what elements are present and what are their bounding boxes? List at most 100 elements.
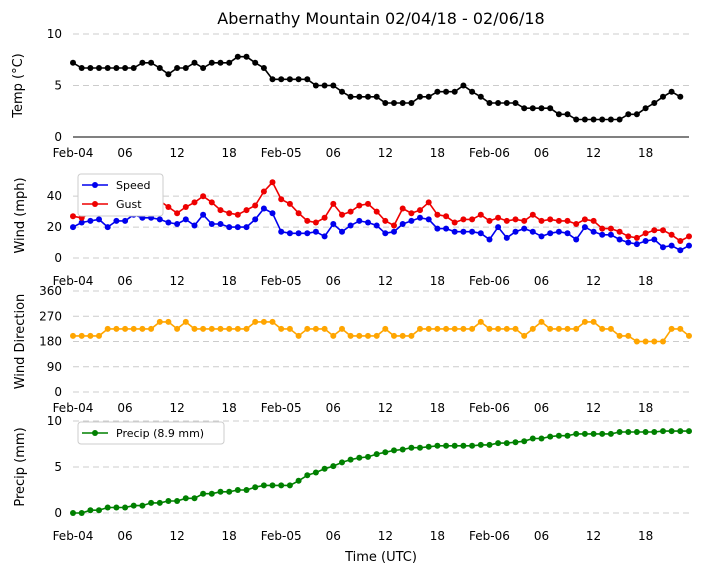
data-point [165, 498, 172, 504]
data-point [321, 465, 328, 472]
x-tick-label: 18 [222, 146, 237, 160]
data-point [321, 233, 328, 240]
data-point [451, 325, 458, 332]
legend: Speed Gust [77, 173, 164, 217]
data-point [347, 93, 354, 100]
y-tick-label: 360 [39, 284, 62, 298]
data-point [365, 332, 371, 339]
data-point [252, 59, 259, 66]
data-point [529, 228, 536, 235]
data-point [373, 332, 380, 339]
x-tick-label: 12 [169, 274, 184, 288]
data-point [547, 105, 554, 112]
data-point [408, 332, 415, 339]
data-point [555, 111, 562, 118]
series-line [72, 207, 690, 252]
data-point [113, 325, 120, 332]
data-point [677, 428, 684, 435]
x-axis-label: Time (UTC) [344, 550, 417, 565]
x-tick-label: Feb-06 [469, 401, 510, 415]
data-point [295, 76, 302, 83]
data-point [312, 469, 319, 476]
data-point [469, 442, 476, 449]
data-point [391, 100, 397, 106]
data-point [139, 502, 146, 509]
x-tick-label: Feb-04 [53, 274, 94, 288]
y-axis-label: Wind (mph) [13, 177, 28, 253]
x-tick-label: Feb-04 [53, 401, 94, 415]
data-point [599, 430, 606, 437]
data-point [234, 211, 241, 218]
data-point [304, 472, 311, 479]
data-point [278, 482, 285, 489]
data-point [347, 332, 354, 339]
data-point [581, 224, 588, 231]
data-point [625, 332, 632, 339]
data-point [165, 204, 172, 210]
data-point [234, 53, 241, 60]
data-point [607, 430, 614, 437]
data-point [191, 325, 198, 332]
data-point [451, 442, 458, 449]
data-point [382, 230, 389, 237]
x-tick-label: 12 [378, 529, 393, 543]
data-point [286, 325, 293, 332]
data-point [529, 211, 536, 218]
data-point [252, 484, 259, 491]
data-point [182, 495, 189, 502]
data-point [451, 219, 458, 226]
data-point [226, 488, 233, 495]
data-point [339, 459, 345, 466]
data-point [87, 507, 94, 514]
legend-marker [92, 430, 98, 436]
x-tick-label: 06 [117, 146, 132, 160]
data-point [547, 325, 554, 332]
data-point [469, 88, 476, 95]
data-point [330, 82, 337, 89]
data-point [382, 100, 389, 106]
data-point [182, 65, 189, 71]
x-tick-label: 06 [326, 401, 341, 415]
data-point [356, 454, 363, 461]
data-point [495, 214, 502, 221]
data-point [460, 216, 467, 223]
data-point [564, 432, 571, 439]
data-point [356, 93, 363, 100]
data-point [469, 325, 476, 332]
data-point [607, 116, 614, 123]
data-point [130, 502, 137, 509]
data-point [382, 449, 389, 456]
data-point [642, 338, 649, 345]
x-tick-label: 06 [117, 529, 132, 543]
data-point [573, 236, 580, 243]
x-tick-label: 06 [534, 529, 549, 543]
data-point [616, 236, 623, 243]
data-point [503, 325, 510, 332]
data-point [217, 488, 224, 495]
x-tick-label: 12 [378, 274, 393, 288]
data-point [538, 318, 545, 325]
data-point [339, 88, 345, 95]
data-point [347, 222, 354, 229]
legend: Precip (8.9 mm) [77, 421, 225, 445]
data-point [651, 429, 658, 435]
y-tick-label: 5 [54, 460, 62, 474]
data-point [521, 225, 528, 232]
data-point [139, 59, 146, 66]
data-point [633, 338, 640, 345]
data-point [686, 233, 692, 240]
data-point [434, 225, 441, 232]
x-tick-label: Feb-05 [261, 274, 302, 288]
data-point [382, 325, 389, 332]
data-point [529, 435, 536, 442]
data-point [87, 332, 94, 339]
x-tick-label: Feb-06 [469, 146, 510, 160]
data-point [295, 210, 302, 217]
data-point [278, 196, 285, 203]
data-point [564, 325, 571, 332]
x-tick-label: 12 [586, 529, 601, 543]
data-point [408, 210, 415, 217]
data-point [174, 221, 181, 227]
series-direction [70, 318, 692, 345]
data-point [260, 205, 267, 212]
